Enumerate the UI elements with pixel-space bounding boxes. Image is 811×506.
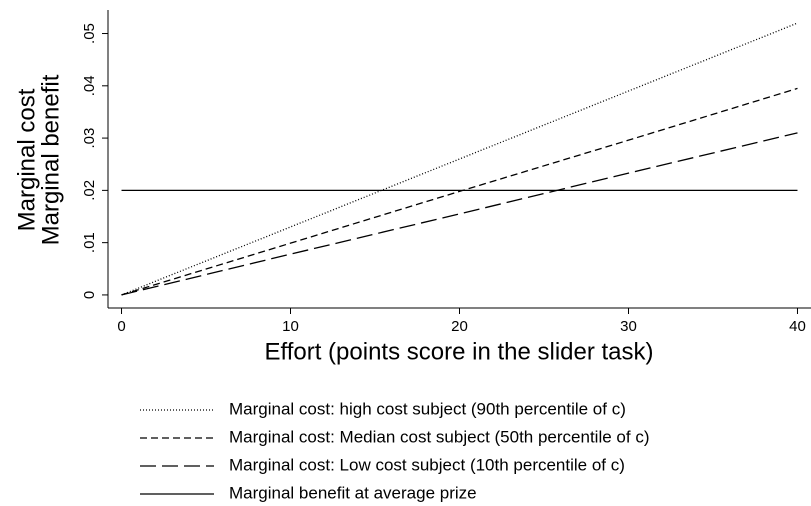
y-tick-label: .04 (81, 75, 98, 96)
series-line (121, 132, 798, 296)
x-tick-label: 40 (789, 318, 806, 335)
x-tick-label: 20 (451, 318, 468, 335)
x-axis-title: Effort (points score in the slider task) (264, 338, 653, 365)
y-tick-label: .05 (81, 23, 98, 44)
legend-label: Marginal cost: high cost subject (90th p… (229, 399, 626, 418)
y-tick-label: .01 (81, 232, 98, 253)
x-tick-label: 30 (620, 318, 637, 335)
y-tick-label: .02 (81, 180, 98, 201)
legend-label: Marginal cost: Low cost subject (10th pe… (229, 455, 625, 474)
x-tick-label: 0 (117, 318, 125, 335)
x-tick-label: 10 (282, 318, 299, 335)
series-line (121, 87, 798, 296)
series-line (121, 22, 798, 296)
y-tick-label: 0 (81, 291, 98, 299)
y-axis-title: Marginal cost (13, 88, 40, 231)
legend-label: Marginal cost: Median cost subject (50th… (229, 427, 649, 446)
legend-label: Marginal benefit at average prize (229, 483, 477, 502)
y-tick-label: .03 (81, 128, 98, 149)
y-axis-title: Marginal benefit (37, 74, 64, 245)
